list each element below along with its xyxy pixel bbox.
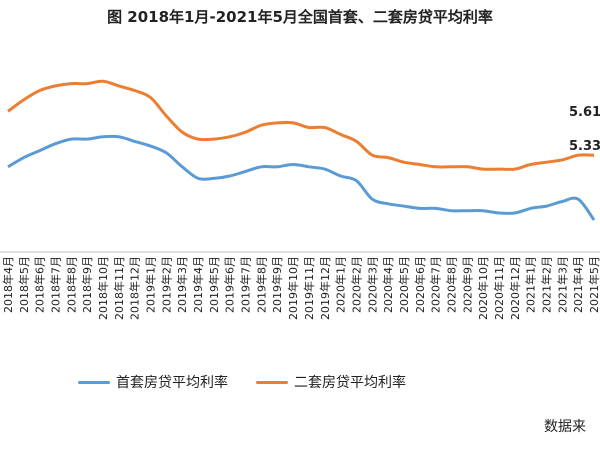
x-tick-label: 2020年2月 (349, 256, 363, 313)
x-tick-label: 2018年12月 (128, 256, 142, 320)
legend-label-second-home: 二套房贷平均利率 (294, 375, 406, 391)
x-tick-label: 2018年4月 (1, 256, 15, 313)
data-label-first-home-end: 5.33 (569, 139, 600, 154)
x-tick-label: 2018年10月 (96, 256, 110, 320)
x-tick-label: 2021年5月 (587, 256, 600, 313)
x-tick-label: 2020年5月 (397, 256, 411, 313)
source-note: 数据来 (544, 419, 586, 435)
data-label-second-home-end: 5.61 (569, 105, 600, 120)
series-line-first-home (7, 134, 596, 221)
x-tick-label: 2019年12月 (318, 256, 332, 320)
x-tick-label: 2019年4月 (191, 256, 205, 313)
x-tick-label: 2021年3月 (555, 256, 569, 313)
x-tick-label: 2019年7月 (239, 256, 253, 313)
legend-swatch-first-home (78, 380, 110, 384)
x-tick-label: 2018年5月 (17, 256, 31, 313)
x-tick-label: 2019年11月 (302, 256, 316, 320)
x-tick-label: 2018年7月 (49, 256, 63, 313)
x-tick-label: 2020年11月 (492, 256, 506, 320)
legend-item-second-home: 二套房贷平均利率 (256, 372, 406, 392)
legend: 首套房贷平均利率 二套房贷平均利率 (78, 372, 406, 392)
x-tick-label: 2018年11月 (112, 256, 126, 320)
x-tick-label: 2019年9月 (270, 256, 284, 313)
x-tick-label: 2019年5月 (207, 256, 221, 313)
x-tick-label: 2019年2月 (159, 256, 173, 313)
x-tick-label: 2020年6月 (413, 256, 427, 313)
x-tick-label: 2019年1月 (144, 256, 158, 313)
x-tick-label: 2018年9月 (80, 256, 94, 313)
x-tick-label: 2020年8月 (444, 256, 458, 313)
legend-label-first-home: 首套房贷平均利率 (116, 375, 228, 391)
chart-title: 图 2018年1月-2021年5月全国首套、二套房贷平均利率 (107, 8, 493, 26)
x-tick-label: 2018年6月 (33, 256, 47, 313)
x-tick-label: 2020年9月 (460, 256, 474, 313)
x-tick-label: 2021年4月 (571, 256, 585, 313)
x-tick-label: 2021年2月 (539, 256, 553, 313)
x-tick-label: 2019年6月 (223, 256, 237, 313)
series-line-second-home (7, 79, 595, 171)
x-tick-label: 2019年3月 (175, 256, 189, 313)
x-tick-label: 2020年10月 (476, 256, 490, 320)
x-tick-label: 2019年10月 (286, 256, 300, 320)
x-tick-label: 2019年8月 (254, 256, 268, 313)
legend-item-first-home: 首套房贷平均利率 (78, 372, 228, 392)
x-tick-label: 2021年1月 (524, 256, 538, 313)
x-tick-label: 2020年4月 (381, 256, 395, 313)
x-tick-label: 2020年7月 (429, 256, 443, 313)
x-tick-label: 2020年3月 (365, 256, 379, 313)
x-tick-label: 2020年1月 (334, 256, 348, 313)
x-tick-label: 2020年12月 (508, 256, 522, 320)
x-tick-label: 2018年8月 (64, 256, 78, 313)
legend-swatch-second-home (256, 380, 288, 384)
